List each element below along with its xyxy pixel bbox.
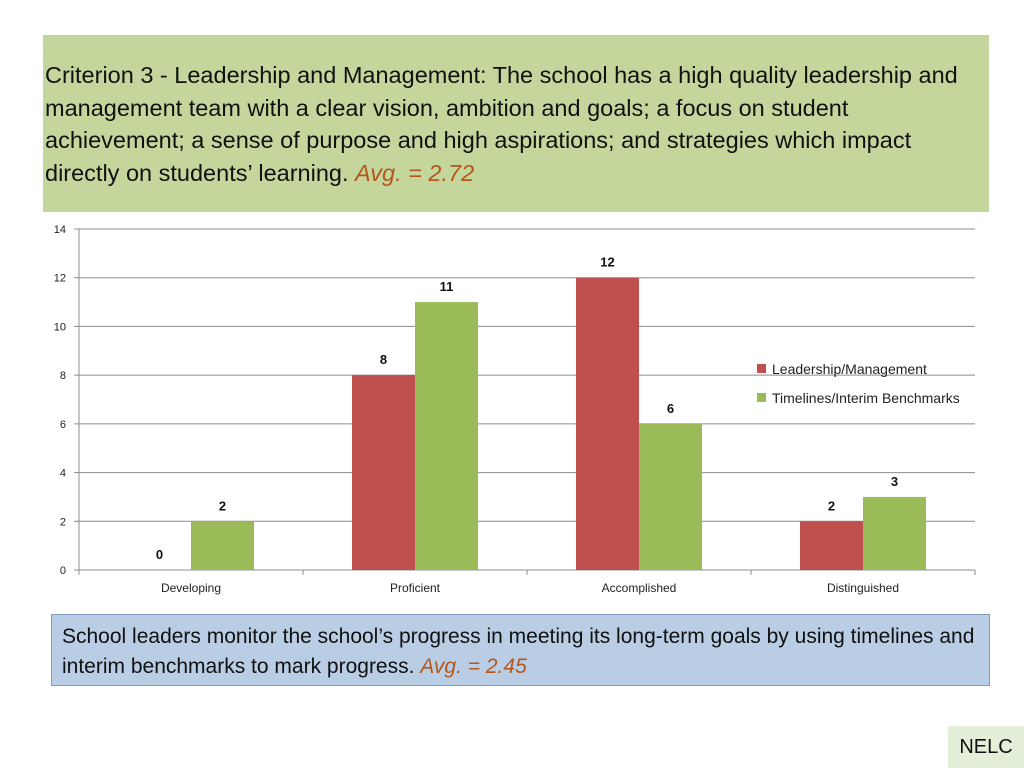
criterion-avg: Avg. = 2.72 xyxy=(355,159,475,186)
x-tick-label: Proficient xyxy=(390,581,441,595)
y-tick-label: 6 xyxy=(60,419,66,431)
bar xyxy=(576,277,639,570)
y-tick-label: 8 xyxy=(60,370,66,382)
x-tick-label: Distinguished xyxy=(827,581,899,595)
benchmark-avg: Avg. = 2.45 xyxy=(420,655,527,678)
data-label: 11 xyxy=(440,279,454,294)
bar xyxy=(191,521,254,570)
data-label: 2 xyxy=(219,498,226,513)
data-label: 8 xyxy=(380,352,387,367)
y-tick-label: 0 xyxy=(60,565,66,577)
bar xyxy=(863,496,926,570)
x-tick-label: Accomplished xyxy=(602,581,677,595)
data-label: 6 xyxy=(667,401,674,416)
y-tick-label: 14 xyxy=(54,224,66,236)
criterion-text: Criterion 3 - Leadership and Management:… xyxy=(45,62,958,186)
bar xyxy=(800,521,863,570)
chart-legend: Leadership/Management Timelines/Interim … xyxy=(757,354,960,412)
bar xyxy=(639,423,702,570)
benchmark-text: School leaders monitor the school’s prog… xyxy=(62,625,975,678)
legend-label-leadership: Leadership/Management xyxy=(772,360,927,377)
x-tick-label: Developing xyxy=(161,581,221,595)
legend-swatch-timelines xyxy=(757,393,766,402)
bar-chart-svg: 0 2 4 6 8 10 12 14 Developing Proficient Accomplis… xyxy=(54,224,976,595)
legend-item-leadership: Leadership/Management xyxy=(757,354,960,383)
y-tick-label: 4 xyxy=(60,468,66,480)
data-label: 3 xyxy=(891,474,898,489)
data-label: 2 xyxy=(828,498,835,513)
legend-label-timelines: Timelines/Interim Benchmarks xyxy=(772,389,960,406)
legend-swatch-leadership xyxy=(757,364,766,373)
criterion-box: Criterion 3 - Leadership and Management:… xyxy=(43,35,989,212)
benchmark-box: School leaders monitor the school’s prog… xyxy=(51,614,990,686)
y-tick-label: 2 xyxy=(60,516,66,528)
legend-item-timelines: Timelines/Interim Benchmarks xyxy=(757,383,960,412)
y-tick-label: 10 xyxy=(54,321,66,333)
nelc-badge: NELC xyxy=(948,726,1024,768)
bar xyxy=(415,302,478,570)
data-label: 12 xyxy=(600,255,614,270)
y-tick-label: 12 xyxy=(54,273,66,285)
bar-chart: 0 2 4 6 8 10 12 14 Developing Proficient Accomplis… xyxy=(0,215,1024,605)
data-label: 0 xyxy=(156,547,163,562)
bar xyxy=(352,375,415,570)
